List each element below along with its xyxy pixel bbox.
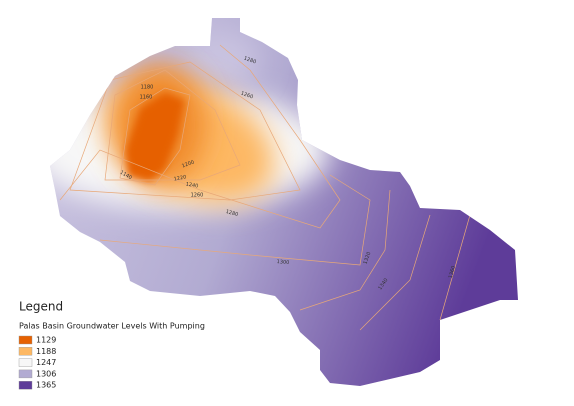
legend-title: Legend xyxy=(19,300,63,314)
contour-label: 1260 xyxy=(191,193,204,199)
legend-layer: Palas Basin Groundwater Levels With Pump… xyxy=(19,322,205,331)
contour-label: 1360 xyxy=(448,265,457,279)
contour-label: 1320 xyxy=(362,251,372,265)
contour-label: 1300 xyxy=(276,259,289,266)
contour-label: 1200 xyxy=(181,159,195,169)
legend-label: 1306 xyxy=(36,369,56,378)
legend-label: 1188 xyxy=(36,347,56,356)
legend-swatch xyxy=(18,358,33,367)
contour-label: 1260 xyxy=(240,90,254,100)
legend-swatch xyxy=(18,347,33,356)
contour-label: 1240 xyxy=(185,181,199,189)
legend-label: 1129 xyxy=(36,336,56,345)
groundwater-surface xyxy=(50,18,518,386)
legend-swatch xyxy=(18,369,33,379)
legend-swatch xyxy=(18,381,33,390)
contour-label: 1280 xyxy=(243,55,257,65)
contour-label: 1160 xyxy=(140,95,153,101)
contour-label: 1220 xyxy=(173,174,187,182)
legend-label: 1247 xyxy=(36,358,56,367)
contour-label: 1180 xyxy=(141,85,154,91)
legend-swatch xyxy=(18,335,33,345)
contour-label: 1280 xyxy=(225,209,239,218)
contour-label: 1140 xyxy=(119,170,133,182)
legend: Legend Palas Basin Groundwater Levels Wi… xyxy=(18,300,205,390)
legend-label: 1365 xyxy=(36,381,56,390)
